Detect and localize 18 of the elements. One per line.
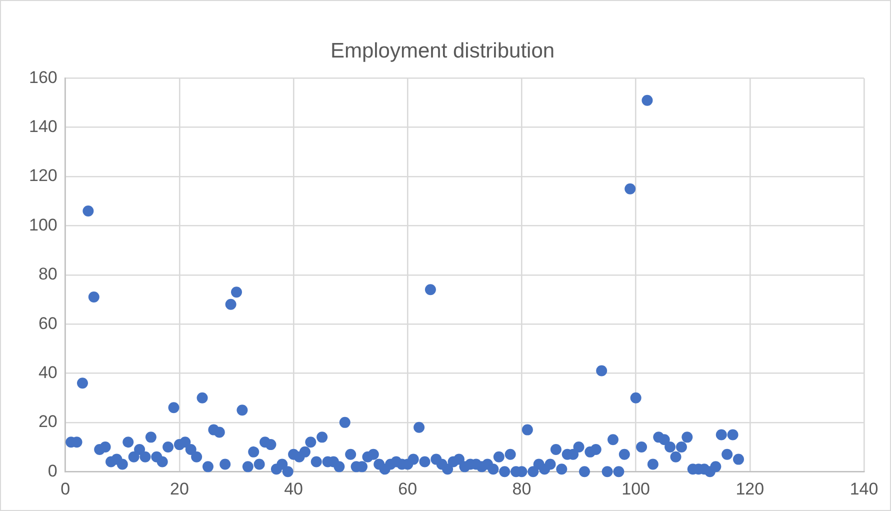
x-tick-label: 140: [850, 479, 878, 498]
y-tick-label: 140: [28, 117, 58, 136]
x-tick-label: 80: [512, 479, 532, 498]
y-tick-label: 100: [28, 215, 58, 234]
y-tick-label: 0: [48, 461, 58, 480]
x-tick-label: 60: [398, 479, 418, 498]
y-tick-label: 80: [38, 264, 58, 284]
x-tick-label: 20: [170, 479, 189, 498]
y-tick-label: 20: [38, 412, 58, 432]
y-tick-label: 40: [38, 362, 58, 382]
chart-title: Employment distribution: [330, 39, 555, 62]
y-tick-label: 120: [28, 166, 58, 186]
x-tick-label: 40: [284, 479, 304, 498]
x-tick-label: 0: [60, 479, 70, 498]
y-tick-label: 60: [38, 314, 58, 333]
x-tick-label: 100: [622, 479, 650, 498]
y-tick-label: 160: [28, 68, 58, 87]
x-tick-label: 120: [736, 479, 764, 498]
